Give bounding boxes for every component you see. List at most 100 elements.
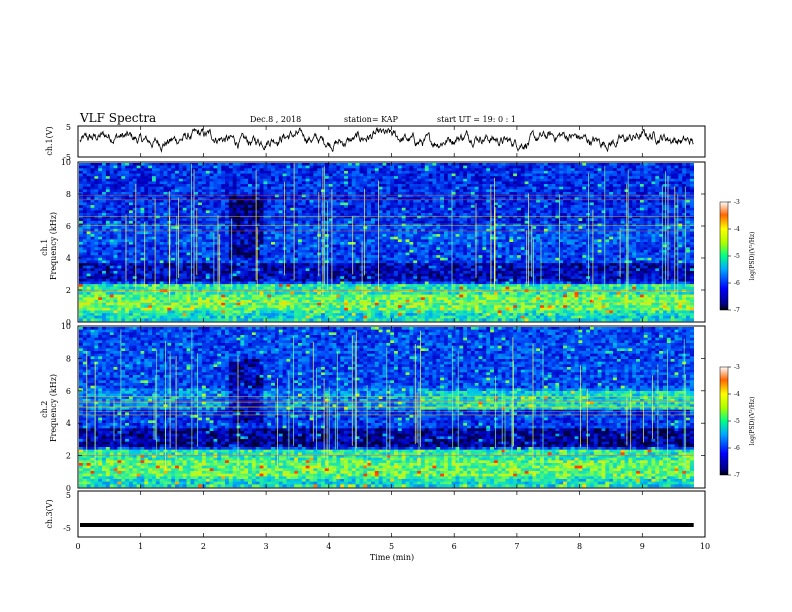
- spectrogram-cell: [555, 228, 560, 232]
- spectrogram-cell: [198, 199, 203, 203]
- spectrogram-cell: [94, 168, 99, 172]
- spectrogram-cell: [566, 236, 572, 240]
- spectrogram-cell: [409, 189, 414, 193]
- spectrogram-cell: [505, 194, 510, 198]
- spectrogram-cell: [144, 191, 149, 195]
- spectrogram-cell: [224, 189, 230, 193]
- spectrogram-cell: [613, 191, 618, 195]
- spectrogram-cell: [178, 199, 184, 203]
- spectrogram-cell: [144, 186, 149, 190]
- spectrogram-cell: [597, 178, 602, 182]
- spectrogram-cell: [566, 173, 572, 177]
- spectrogram-cell: [263, 202, 268, 206]
- spectrogram-cell: [86, 213, 91, 216]
- spectrogram-cell: [624, 173, 629, 177]
- spectrogram-cell: [324, 220, 330, 224]
- spectrogram-cell: [155, 220, 160, 224]
- spectrogram-cell: [486, 184, 491, 187]
- spectrogram-cell: [420, 186, 426, 190]
- spectrogram-cell: [221, 231, 226, 235]
- spectrogram-cell: [463, 234, 468, 238]
- spectrogram-cell: [401, 213, 406, 216]
- spectrogram-cell: [370, 242, 376, 245]
- spectrogram-cell: [547, 213, 552, 216]
- spectrogram-cell: [643, 220, 648, 224]
- spectrogram-cell: [382, 178, 387, 182]
- spectrogram-cell: [509, 165, 514, 169]
- spectrogram-cell: [582, 231, 587, 235]
- spectrogram-cell: [290, 191, 295, 195]
- spectrogram-cell: [255, 163, 260, 166]
- spectrogram-cell: [301, 205, 306, 209]
- spectrogram-cell: [447, 205, 452, 209]
- spectrogram-cell: [428, 226, 433, 230]
- spectrogram-cell: [486, 189, 491, 193]
- spectrogram-cell: [367, 170, 372, 174]
- spectrogram-cell: [305, 239, 310, 243]
- spectrogram-cell: [609, 194, 614, 198]
- spectrogram-cell: [609, 199, 614, 203]
- spectrogram-cell: [440, 176, 445, 180]
- spectrogram-cell: [555, 236, 560, 240]
- spectrogram-cell: [128, 228, 134, 232]
- spectrogram-cell: [136, 184, 141, 187]
- spectrogram-cell: [305, 220, 310, 224]
- spectrogram-cell: [470, 220, 476, 224]
- spectrogram-cell: [221, 239, 226, 243]
- spectrogram-cell: [274, 163, 280, 166]
- spectrogram-cell: [520, 220, 525, 224]
- spectrogram-cell: [424, 170, 429, 174]
- spectrogram-cell: [505, 210, 510, 214]
- spectrogram-cell: [163, 228, 168, 232]
- spectrogram-cell: [613, 170, 618, 174]
- spectrogram-cell: [109, 186, 114, 190]
- spectrogram-cell: [463, 163, 468, 166]
- spectrogram-cell: [274, 178, 280, 182]
- spectrogram-cell: [643, 207, 648, 211]
- spectrogram-cell: [609, 186, 614, 190]
- spectrogram-cell: [443, 215, 449, 219]
- spectrogram-cell: [363, 239, 368, 243]
- spectrogram-cell: [305, 213, 310, 216]
- spectrogram-cell: [209, 194, 214, 198]
- spectrogram-cell: [248, 207, 253, 211]
- spectrogram-cell: [171, 168, 176, 172]
- spectrogram-cell: [217, 231, 222, 235]
- spectrogram-cell: [301, 184, 306, 187]
- spectrogram-cell: [543, 194, 549, 198]
- spectrogram-cell: [336, 168, 341, 172]
- spectrogram-cell: [601, 234, 606, 238]
- spectrogram-cell: [620, 176, 625, 180]
- spectrogram-cell: [616, 242, 622, 245]
- spectrogram-cell: [340, 242, 345, 245]
- spectrogram-cell: [470, 236, 476, 240]
- spectrogram-cell: [178, 163, 184, 166]
- spectrogram-cell: [467, 181, 472, 185]
- spectrogram-cell: [232, 205, 237, 209]
- spectrogram-cell: [417, 173, 422, 177]
- spectrogram-cell: [332, 181, 337, 185]
- spectrogram-cell: [294, 181, 299, 185]
- spectrogram-cell: [301, 165, 306, 169]
- spectrogram-cell: [317, 199, 322, 203]
- spectrogram-cell: [140, 218, 145, 222]
- spectrogram-cell: [601, 191, 606, 195]
- spectrogram-cell: [201, 168, 207, 172]
- spectrogram-cell: [121, 236, 126, 240]
- spectrogram-cell: [102, 194, 107, 198]
- spectrogram-cell: [659, 228, 664, 232]
- spectrogram-cell: [355, 184, 360, 187]
- spectrogram-cell: [163, 210, 168, 214]
- spectrogram-cell: [397, 173, 403, 177]
- spectrogram-cell: [397, 197, 403, 201]
- spectrogram-cell: [332, 199, 337, 203]
- spectrogram-cell: [394, 236, 399, 240]
- spectrogram-cell: [144, 228, 149, 232]
- spectrogram-cell: [424, 181, 429, 185]
- spectrogram-cell: [378, 191, 383, 195]
- spectrogram-cell: [370, 165, 376, 169]
- spectrogram-cell: [436, 184, 441, 187]
- spectrogram-cell: [290, 218, 295, 222]
- spectrogram-cell: [555, 165, 560, 169]
- spectrogram-cell: [267, 218, 272, 222]
